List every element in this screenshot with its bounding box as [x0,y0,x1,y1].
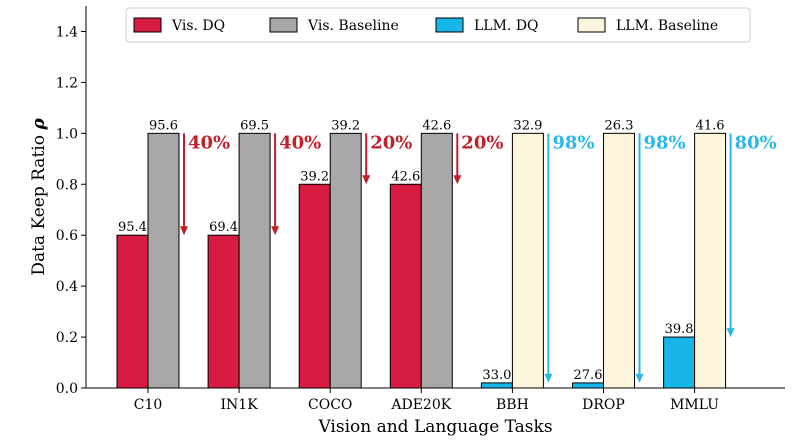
legend: Vis. DQ Vis. Baseline LLM. DQ LLM. Baseline [125,7,751,43]
reduction-arrows: 40% 40% 20% 20% 98% 98% 80% [180,132,777,383]
data-label: 39.2 [331,118,360,133]
data-label: 95.6 [149,118,178,133]
bar [511,132,544,389]
reduction-arrow-head [544,373,553,383]
legend-swatch [133,17,162,33]
bar [207,234,240,389]
bar [572,382,604,389]
y-axis-title: Data Keep Ratio ρ [29,118,49,276]
data-label: 39.8 [665,322,694,337]
y-tick-label: 0.0 [56,381,78,397]
bar [147,132,180,389]
reduction-arrow-head [635,373,644,383]
legend-label: LLM. Baseline [616,18,718,34]
reduction-label: 98% [552,132,594,153]
data-label: 27.6 [574,368,603,383]
y-tick-label: 0.8 [56,177,78,193]
bar [480,382,513,389]
x-tick-label: MMLU [670,397,719,413]
reduction-label: 20% [370,132,412,153]
y-tick-label: 0.4 [56,279,78,295]
reduction-arrow-head [180,226,188,236]
reduction-label: 98% [644,132,686,153]
y-tick-label: 1.0 [56,126,78,142]
legend-swatch [577,17,606,33]
legend-label: LLM. DQ [474,18,539,34]
data-label: 95.4 [118,220,147,235]
legend-label: Vis. Baseline [307,18,399,34]
bars [116,132,727,389]
data-label: 33.0 [482,368,511,383]
y-axis-title-text: Data Keep Ratio [29,130,49,276]
reduction-label: 40% [279,132,321,153]
data-labels: 95.4 95.6 69.4 69.5 39.2 39.2 42.6 42.6 33.0 32.9… [118,118,725,383]
legend-label: Vis. DQ [171,18,225,34]
data-label: 69.4 [209,220,238,235]
x-tick-label: ADE20K [390,397,451,413]
bar [694,132,727,389]
bar [238,132,271,389]
reduction-label: 20% [461,132,503,153]
data-label: 41.6 [696,118,725,133]
x-tick-label: IN1K [221,397,259,413]
y-tick-label: 0.6 [56,228,78,244]
bar [420,132,453,389]
y-tick-label: 1.2 [56,75,78,91]
reduction-arrow-head [726,328,735,338]
x-tick-label: C10 [134,397,163,413]
data-label: 42.6 [391,169,420,184]
y-axis-title-symbol: ρ [29,118,49,131]
bar [663,336,696,389]
reduction-label: 80% [735,132,777,153]
reduction-arrow-head [453,175,462,185]
bar [603,132,635,389]
data-label: 42.6 [422,118,451,133]
axes: 0.0 0.2 0.4 0.6 0.8 1.0 1.2 1.4 C10 IN1K COCO ADE20… [56,6,785,413]
x-axis-title: Vision and Language Tasks [317,417,552,437]
data-label: 39.2 [300,169,329,184]
reduction-arrow-head [362,175,371,185]
reduction-label: 40% [188,132,230,153]
reduction-arrow-head [271,226,280,236]
bar [298,183,331,389]
data-label: 26.3 [605,118,634,133]
bar [389,183,422,389]
x-tick-label: COCO [308,397,352,413]
x-tick-label: DROP [582,397,625,413]
bar [329,132,362,389]
legend-swatch [269,17,298,33]
bar [116,234,149,389]
legend-swatch [435,17,464,33]
data-label: 69.5 [240,118,269,133]
y-tick-label: 0.2 [56,330,78,346]
y-tick-label: 1.4 [56,24,78,40]
data-label: 32.9 [513,118,542,133]
x-tick-label: BBH [496,397,529,413]
